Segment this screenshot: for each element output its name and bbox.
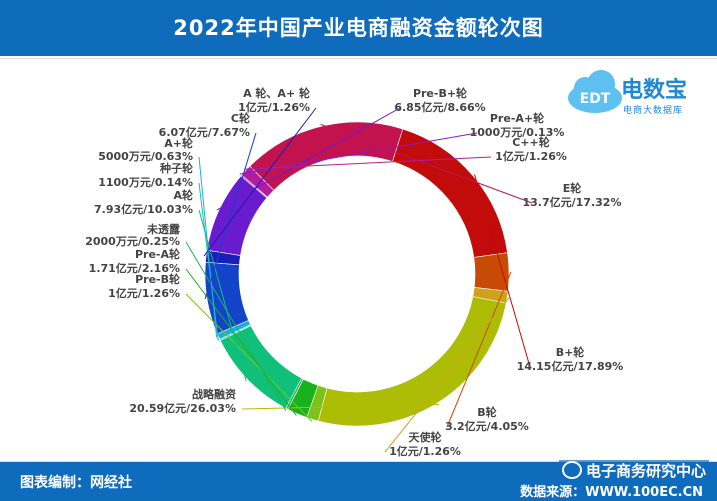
leader-line-4 (474, 174, 531, 368)
slice-name-label-10: 未透露 (146, 222, 181, 236)
logo-badge: EDT (580, 91, 611, 107)
slice-value-label-15: 1亿元/1.26% (238, 100, 310, 114)
slice-name-label-15: A 轮、A+ 轮 (243, 86, 310, 100)
slice-name-label-2: C++轮 (512, 135, 550, 149)
slice-value-label-6: 1亿元/1.26% (389, 444, 461, 458)
slice-name-label-7: 战略融资 (192, 387, 236, 401)
slice-name-label-13: A+轮 (164, 136, 193, 150)
footer-source: 数据来源：WWW.100EC.CN (520, 485, 703, 500)
slice-value-label-13: 5000万元/0.63% (98, 150, 193, 163)
wechat-icon (561, 461, 582, 479)
leader-line-5 (446, 271, 512, 428)
slice-value-label-12: 1100万元/0.14% (98, 176, 193, 189)
wechat-watermark: 电子商务研究中心 (558, 460, 709, 481)
leader-line-3 (320, 123, 533, 204)
slice-name-label-1: Pre-A+轮 (490, 111, 544, 125)
slice-name-label-9: Pre-A轮 (135, 247, 180, 261)
slice-name-label-0: Pre-B+轮 (413, 86, 467, 100)
slice-name-label-3: E轮 (563, 181, 582, 195)
logo-subtext: 电商大数据库 (623, 106, 684, 116)
leader-line-8 (185, 293, 313, 422)
leader-line-10 (185, 241, 287, 411)
slice-name-label-14: C轮 (231, 111, 250, 125)
slice-value-label-14: 6.07亿元/7.67% (159, 125, 250, 139)
slice-value-label-2: 1亿元/1.26% (495, 149, 567, 163)
slice-value-label-0: 6.85亿元/8.66% (394, 100, 485, 114)
slice-value-label-11: 7.93亿元/10.03% (94, 202, 193, 216)
slice-value-label-1: 1000万元/0.13% (470, 126, 565, 139)
leader-line-15 (203, 107, 317, 257)
slice-3 (249, 121, 404, 191)
leader-line-14 (204, 132, 257, 300)
wechat-text: 电子商务研究中心 (585, 462, 706, 480)
brand-logo: EDT 电数宝 电商大数据库 (565, 62, 715, 122)
slice-name-label-6: 天使轮 (409, 430, 442, 444)
leader-line-13 (198, 156, 218, 338)
leader-line-9 (185, 268, 297, 416)
cloud-logo-icon: EDT (568, 70, 622, 113)
page-title: 2022年中国产业电商融资金额轮次图 (173, 16, 544, 40)
leader-line-0 (216, 107, 401, 211)
slice-value-label-4: 14.15亿元/17.89% (517, 359, 624, 373)
title-bar: 2022年中国产业电商融资金额轮次图 (0, 0, 717, 56)
footer-compiler: 图表编制：网经社 (20, 475, 132, 491)
slice-value-label-9: 1.71亿元/2.16% (89, 261, 180, 275)
slice-value-label-10: 2000万元/0.25% (85, 235, 180, 248)
slice-value-label-5: 3.2亿元/4.05% (445, 419, 529, 433)
slice-name-label-11: A轮 (173, 188, 193, 202)
leader-line-6 (384, 297, 510, 453)
logo-text: 电数宝 (621, 78, 688, 103)
slice-name-label-5: B轮 (477, 405, 496, 419)
slice-name-label-12: 种子轮 (159, 161, 193, 175)
slice-4 (392, 128, 508, 258)
leader-line-12 (198, 182, 219, 341)
leader-line-2 (244, 156, 492, 170)
slice-name-label-8: Pre-B轮 (135, 272, 180, 286)
slice-value-label-8: 1亿元/1.26% (108, 286, 180, 300)
slice-5 (473, 252, 510, 292)
slice-15 (205, 249, 241, 266)
leader-line-7 (241, 403, 439, 410)
slice-name-label-4: B+轮 (556, 345, 585, 359)
footer-bar: 图表编制：网经社 数据来源：WWW.100EC.CN 电子商务研究中心 (0, 460, 717, 501)
slice-value-label-3: 13.7亿元/17.32% (523, 195, 622, 209)
slice-value-label-7: 20.59亿元/26.03% (129, 401, 236, 415)
